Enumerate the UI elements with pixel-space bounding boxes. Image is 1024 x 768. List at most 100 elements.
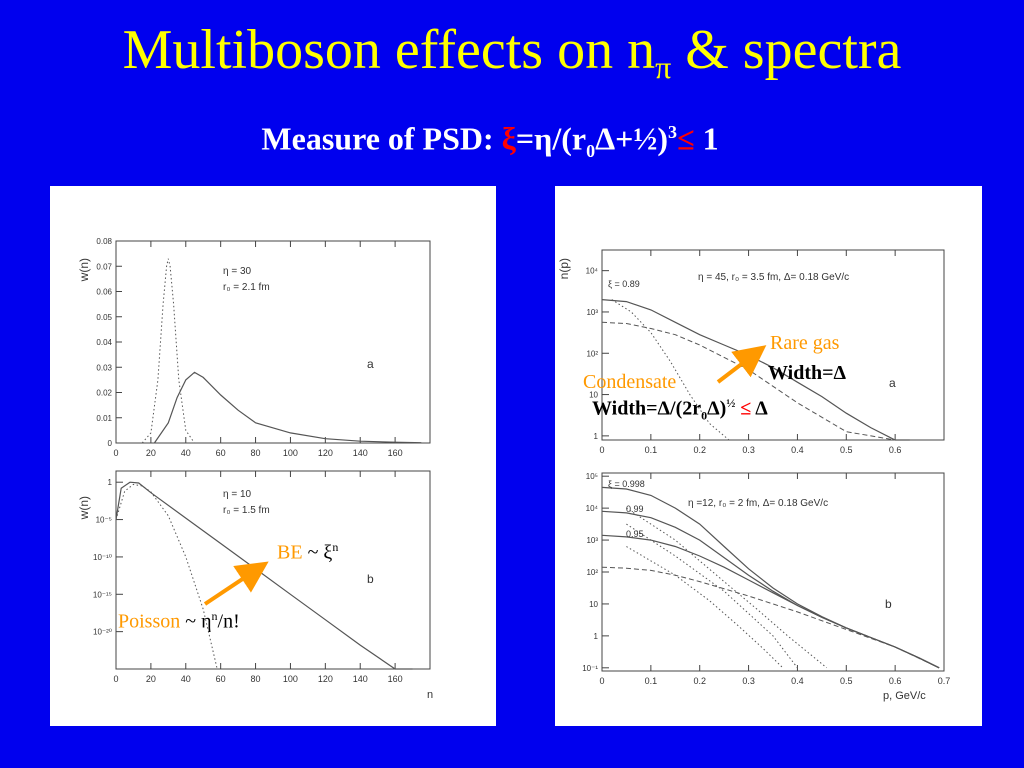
y-tick-label: 1 [594,632,599,641]
series-line-dashed-3 [601,566,940,669]
poisson-formula: ~ η [180,610,212,633]
y-tick-label: 0.04 [96,338,112,347]
condensate-width-sub-0: 0 [701,408,708,423]
x-axis-label: n [427,689,433,701]
x-tick-label: 20 [146,448,156,458]
panel-letter-label: a [889,376,896,390]
series-line-dotted-0 [115,483,218,670]
curve-label: 0.99 [626,504,644,514]
y-tick-label: 0.08 [96,237,112,246]
title-main: Multiboson effects on n [122,19,656,81]
y-tick-label: 10³ [586,308,598,317]
title-pi-subscript: π [655,49,672,85]
x-tick-label: 60 [216,674,226,684]
be-formula: ~ ξ [302,541,333,564]
y-tick-label: 1 [108,478,113,487]
x-tick-label: 0.3 [742,676,755,686]
poisson-annotation: Poisson ~ ηn/n! [118,609,240,634]
curve-label: ξ = 0.998 [608,479,645,489]
rare-gas-width: Width=Δ [768,362,847,384]
y-tick-label: 10⁴ [586,267,599,276]
subtitle-prefix: Measure of PSD: [261,120,502,157]
y-tick-label: 10² [586,349,598,358]
x-tick-label: 40 [181,674,191,684]
x-tick-label: 160 [388,448,403,458]
x-tick-label: 0.6 [889,676,902,686]
legend-text: r₀ = 1.5 fm [223,505,270,516]
plot-frame [115,240,431,444]
be-formula-exponent: n [332,540,339,554]
xi-symbol: ξ [501,120,516,157]
chart-a-left: 0 20 40 60 80 100 120 140 160 0 0.01 0.02 0.03 0.04 0.… [77,237,431,458]
formula-one: 1 [694,120,719,157]
condensate-width-part-1: Width=Δ/(2r [592,397,702,420]
y-tick-label: 10⁵ [586,472,598,481]
chart-b-right: 0 0.1 0.2 0.3 0.4 0.5 0.6 0.7 10⁻¹ 1 10 10² 10³ 10⁴ 10… [582,472,950,702]
x-tick-label: 0.1 [645,676,658,686]
x-tick-label: 0.5 [840,445,853,455]
y-tick-label: 0.02 [96,389,112,398]
y-tick-label: 10 [589,391,598,400]
x-tick-label: 80 [251,448,261,458]
y-axis-label: w(n) [77,496,91,520]
x-tick-label: 60 [216,448,226,458]
series-line--0-998 [601,486,940,669]
x-tick-label: 0 [599,676,604,686]
y-tick-label: 10² [586,568,598,577]
x-tick-label: 0.4 [791,676,804,686]
formula-exponent: 3 [668,122,678,142]
formula-part-1: =η/(r [515,120,587,157]
left-figure-svg: 0 20 40 60 80 100 120 140 16000.010.020.030.040.… [77,237,433,701]
series-line-dashed-1 [601,321,896,441]
x-tick-label: 0 [113,448,118,458]
x-axis-label: p, GeV/c [883,690,926,702]
x-tick-label: 80 [251,674,261,684]
condensate-label: Condensate [583,371,677,393]
curve-label: 0.95 [626,529,644,539]
y-tick-label: 0.01 [96,414,112,423]
plot-frame [115,470,431,670]
x-tick-label: 140 [353,674,368,684]
y-axis-label: n(p) [557,258,571,279]
y-tick-label: 1 [594,432,599,441]
x-tick-label: 0.4 [791,445,804,455]
y-tick-label: 10⁻¹ [582,664,598,673]
x-tick-label: 0.1 [645,445,658,455]
y-tick-label: 0 [108,439,113,448]
be-label: BE [277,541,303,564]
be-annotation: BE ~ ξn [277,540,338,565]
x-tick-label: 140 [353,448,368,458]
poisson-label: Poisson [118,610,181,633]
right-figure-panel: 0 0.1 0.2 0.3 0.4 0.5 0.6 1 10 10² 10³ 10⁴ η = 45, r… [555,186,982,726]
x-tick-label: 20 [146,674,156,684]
y-axis-label: w(n) [77,258,91,282]
y-tick-label: 10⁻¹⁰ [93,553,112,562]
series-line-dotted-4 [626,507,828,669]
legend-text: η =12, r₀ = 2 fm, Δ= 0.18 GeV/c [688,498,828,509]
le-symbol: ≤ [677,120,695,157]
x-tick-label: 100 [283,674,298,684]
x-tick-label: 0.6 [889,445,902,455]
legend-text: η = 10 [223,489,252,500]
condensate-width-tail: Δ [751,397,768,420]
title-tail: & spectra [671,19,902,81]
x-tick-label: 0.7 [938,676,951,686]
panel-letter-label: b [367,572,374,586]
x-tick-label: 0.3 [742,445,755,455]
slide-subtitle: Measure of PSD: ξ=η/(r0Δ+½)3≤ 1 [0,112,980,171]
y-tick-label: 0.03 [96,363,112,372]
chart-b-left: 0 20 40 60 80 100 120 140 160 1 10⁻⁵ 10⁻¹⁰ 10⁻¹⁵ 10⁻²… [77,470,433,701]
chart-a-right: 0 0.1 0.2 0.3 0.4 0.5 0.6 1 10 10² 10³ 10⁴ η = 45, r… [557,249,945,455]
y-tick-label: 10 [589,600,598,609]
series-line-dotted-5 [626,523,798,669]
rare-gas-label: Rare gas [770,332,840,354]
slide-title: Multiboson effects on nπ & spectra [0,18,1024,99]
x-tick-label: 0.5 [840,676,853,686]
y-tick-label: 10⁴ [586,504,599,513]
x-tick-label: 40 [181,448,191,458]
poisson-formula-exponent: n [211,609,218,623]
condensate-width: Width=Δ/(2r0Δ)½ ≤ Δ [592,396,768,424]
x-tick-label: 120 [318,674,333,684]
series-line-solid-1 [153,371,422,444]
x-tick-label: 0.2 [693,676,706,686]
